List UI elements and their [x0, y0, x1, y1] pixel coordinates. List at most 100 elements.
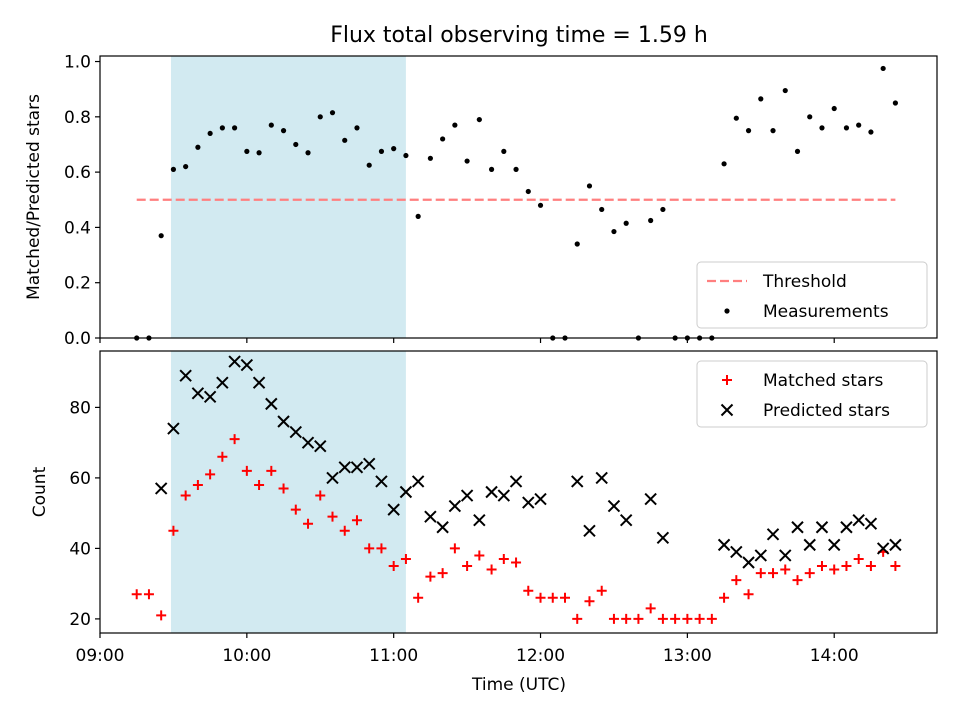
- matched-stars-point: [608, 613, 619, 624]
- predicted-stars-point: [460, 489, 474, 502]
- measurements-point: [733, 115, 739, 121]
- predicted-stars-point: [656, 531, 670, 545]
- matched-stars-point: [156, 610, 167, 621]
- measurements-point: [868, 129, 874, 135]
- matched-stars-point: [535, 592, 546, 603]
- predicted-stars-point: [864, 517, 878, 530]
- predicted-stars-point: [289, 425, 302, 439]
- matched-stars-point: [731, 575, 742, 586]
- matched-stars-point: [584, 596, 595, 607]
- y-axis-label: Matched/Predicted stars: [24, 94, 44, 300]
- predicted-stars-point: [399, 485, 413, 499]
- predicted-stars-point: [154, 482, 168, 495]
- matched-stars-point: [339, 525, 350, 536]
- matched-stars-point: [327, 511, 338, 522]
- y-tick-label: 0.8: [64, 108, 91, 128]
- predicted-stars-point: [203, 390, 217, 404]
- y-tick-label: 60: [69, 469, 91, 489]
- measurements-point: [232, 125, 238, 131]
- predicted-stars-point: [509, 475, 523, 488]
- predicted-stars-point: [436, 521, 449, 534]
- matched-stars-point: [168, 525, 179, 536]
- predicted-stars-point: [583, 524, 596, 537]
- predicted-stars-point: [619, 513, 633, 527]
- measurements-point: [586, 183, 593, 189]
- predicted-stars-point: [179, 369, 192, 382]
- matched-stars-point: [180, 490, 191, 501]
- y-tick-label: 20: [69, 610, 91, 630]
- measurements-point: [158, 233, 164, 239]
- measurements-point: [574, 241, 580, 247]
- measurements-point: [648, 217, 654, 224]
- matched-stars-point: [217, 451, 228, 462]
- legend-handle: [720, 403, 734, 417]
- matched-stars-point: [682, 613, 693, 624]
- y-tick-label: 0.4: [64, 218, 91, 238]
- measurements-point: [280, 128, 287, 134]
- matched-stars-point: [780, 564, 791, 575]
- y-axis-label: Count: [30, 466, 50, 517]
- predicted-stars-point: [228, 355, 241, 368]
- matched-stars-point: [388, 561, 399, 572]
- legend-label: Measurements: [763, 302, 889, 322]
- y-tick-label: 0.0: [64, 329, 91, 349]
- matched-stars-point: [278, 483, 289, 494]
- predicted-stars-point: [791, 521, 804, 534]
- matched-stars-point: [719, 592, 730, 603]
- legend-handle: [724, 308, 730, 314]
- measurements-point: [745, 128, 752, 134]
- measurements-point: [244, 148, 250, 154]
- predicted-stars-point: [448, 499, 462, 513]
- y-tick-label: 1.0: [64, 53, 91, 73]
- predicted-stars-point: [277, 415, 290, 428]
- measurements-point: [488, 166, 495, 172]
- predicted-stars-point: [571, 475, 584, 488]
- matched-stars-point: [413, 592, 424, 603]
- matched-stars-point: [290, 504, 301, 515]
- x-axis-label: Time (UTC): [471, 675, 566, 695]
- matched-stars-point: [657, 613, 668, 624]
- matched-stars-point: [254, 479, 265, 490]
- matched-stars-point: [229, 434, 240, 445]
- measurements-point: [464, 158, 470, 164]
- matched-stars-point: [192, 479, 203, 490]
- x-tick-label: 13:00: [663, 646, 712, 666]
- y-tick-label: 40: [69, 539, 91, 559]
- predicted-stars-point: [314, 439, 327, 453]
- measurements-point: [807, 114, 813, 120]
- shaded-interval: [170, 56, 406, 338]
- top-panel: 0.0 0.2 0.4 0.6 0.8 1.0 Matched/Predicted star…: [24, 53, 938, 349]
- measurements-point: [403, 152, 409, 159]
- predicted-stars-point: [191, 387, 205, 400]
- matched-stars-point: [865, 561, 876, 572]
- measurements-point: [219, 125, 225, 131]
- predicted-stars-point: [375, 475, 388, 488]
- predicted-stars-point: [828, 538, 841, 552]
- predicted-stars-point: [265, 397, 278, 411]
- legend-label: Predicted stars: [763, 401, 890, 421]
- measurements-point: [758, 96, 764, 102]
- measurements-point: [170, 166, 177, 172]
- measurements-point: [452, 122, 458, 128]
- matched-stars-point: [816, 561, 827, 572]
- predicted-stars-point: [252, 376, 266, 389]
- matched-stars-point: [449, 543, 460, 554]
- x-tick-label: 14:00: [810, 646, 859, 666]
- matched-stars-point: [376, 543, 387, 554]
- matched-stars-point: [437, 568, 448, 579]
- measurements-point: [770, 128, 776, 134]
- matched-stars-point: [853, 553, 864, 564]
- measurements-point: [880, 65, 886, 72]
- predicted-stars-point: [240, 358, 254, 372]
- matched-stars-point: [572, 613, 583, 624]
- bottom-panel: 20 40 60 80 09:00 10:00 11:00 12:00 13:00 14:00 Co…: [30, 350, 938, 666]
- matched-stars-point: [743, 589, 754, 600]
- y-tick-label: 0.6: [64, 163, 91, 183]
- measurements-point: [611, 228, 617, 235]
- measurements-point: [782, 87, 788, 94]
- x-tick-label: 09:00: [76, 646, 125, 666]
- measurements-point: [366, 162, 372, 168]
- predicted-stars-point: [326, 471, 339, 485]
- predicted-stars-point: [717, 538, 731, 552]
